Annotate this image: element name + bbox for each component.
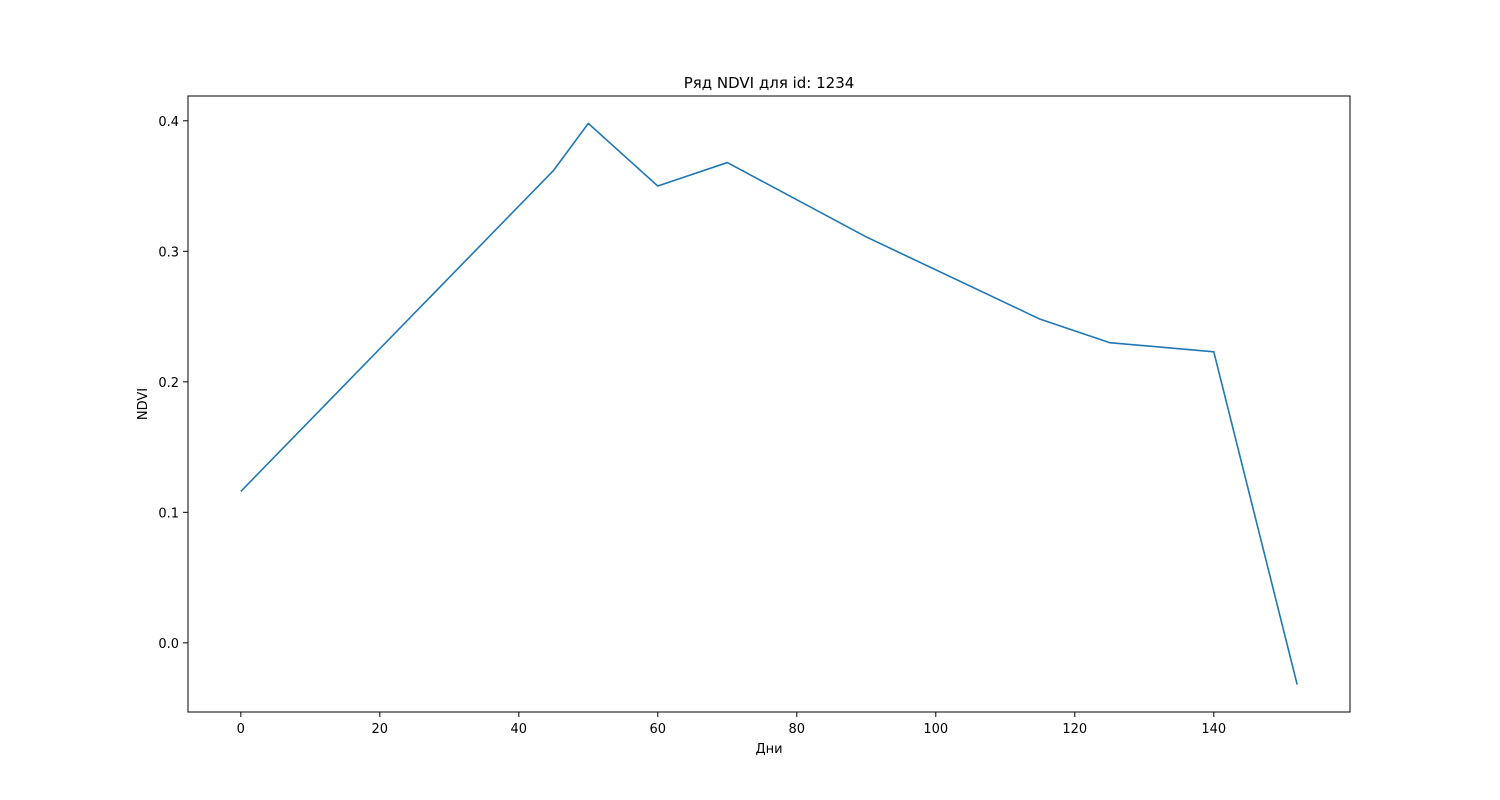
x-tick-label: 0 xyxy=(237,722,245,737)
ndvi-series-line xyxy=(240,122,1298,685)
x-tick-label: 120 xyxy=(1062,722,1087,737)
x-axis-label: Дни xyxy=(755,742,782,757)
x-tick-label: 80 xyxy=(789,722,806,737)
y-tick-label: 0.1 xyxy=(158,506,179,521)
x-tick-label: 60 xyxy=(650,722,667,737)
y-tick-label: 0.3 xyxy=(158,245,179,260)
x-tick-label: 140 xyxy=(1201,722,1226,737)
y-axis: 0.0 0.1 0.2 0.3 0.4 xyxy=(158,115,188,652)
y-tick-label: 0.2 xyxy=(158,376,179,391)
plot-area xyxy=(240,122,1298,685)
x-tick-label: 20 xyxy=(372,722,389,737)
y-tick-label: 0.0 xyxy=(158,637,179,652)
x-axis: 0 20 40 60 80 100 120 140 xyxy=(237,712,1226,737)
y-axis-label: NDVI xyxy=(136,388,151,420)
x-tick-label: 40 xyxy=(511,722,528,737)
axes-frame xyxy=(187,95,1351,713)
chart-title: Ряд NDVI для id: 1234 xyxy=(684,74,855,92)
y-tick-label: 0.4 xyxy=(158,115,179,130)
x-tick-label: 100 xyxy=(923,722,948,737)
